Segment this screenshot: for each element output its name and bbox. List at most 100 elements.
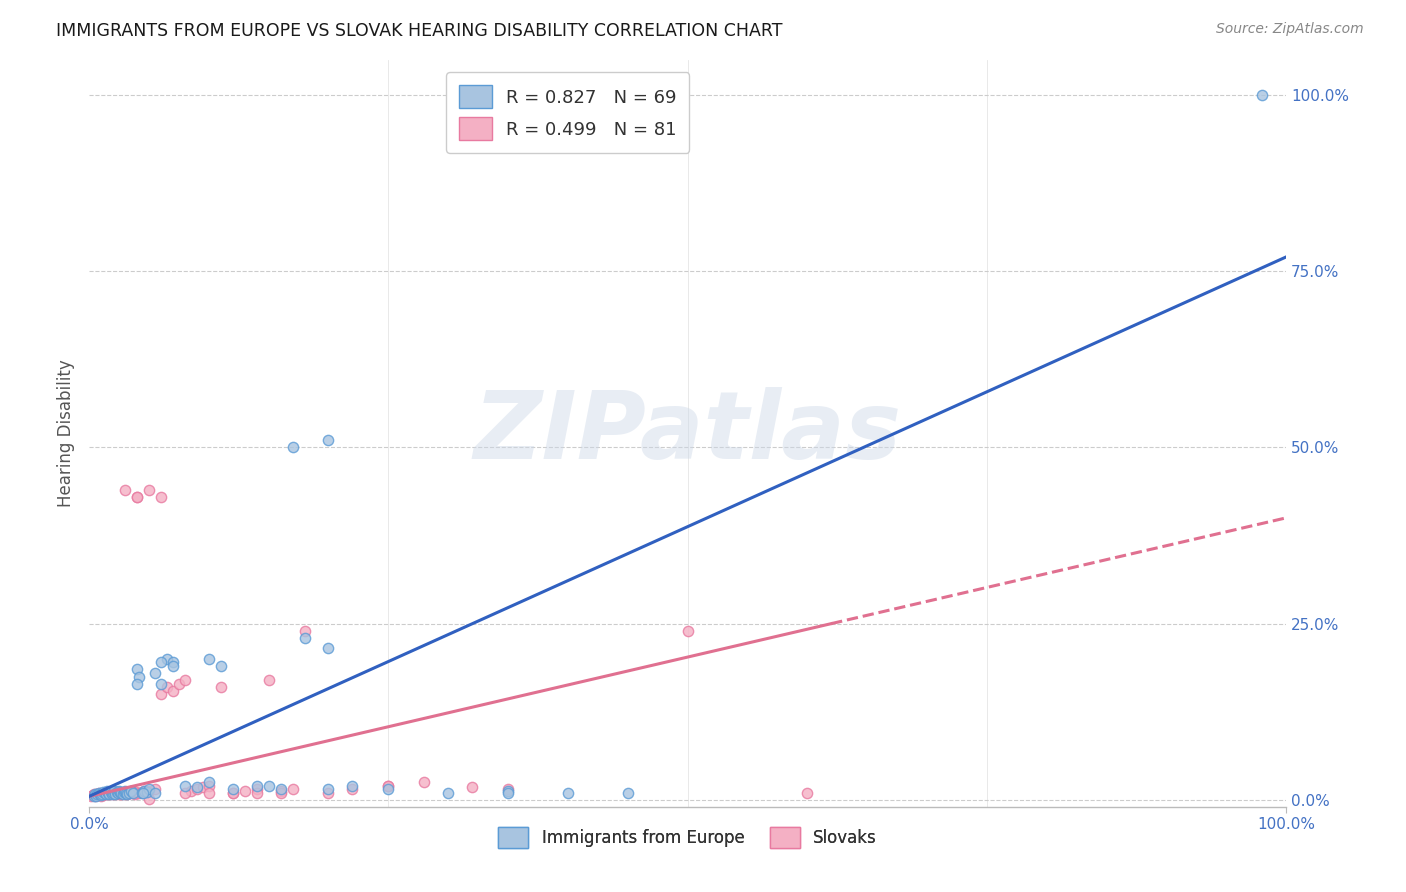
Point [98,787,121,801]
Point [125,785,148,799]
Point [557,786,579,800]
Point [121,785,143,799]
Point [461,780,484,795]
Point [342,782,364,797]
Point [101,787,124,801]
Point [93,786,115,800]
Point [100,786,122,800]
Point [233,784,256,798]
Point [496,784,519,798]
Point [125,490,148,504]
Point [104,786,127,800]
Point [318,786,340,800]
Point [197,652,219,666]
Point [105,785,128,799]
Point [496,786,519,800]
Point [87,786,110,800]
Point [103,784,125,798]
Point [105,787,128,801]
Point [186,780,208,795]
Point [91,787,114,801]
Point [131,786,153,800]
Point [138,483,160,497]
Point [118,786,141,800]
Point [676,624,699,638]
Point [115,786,138,800]
Y-axis label: Hearing Disability: Hearing Disability [58,359,75,508]
Point [98,787,121,801]
Point [114,784,136,798]
Point [120,784,142,798]
Text: IMMIGRANTS FROM EUROPE VS SLOVAK HEARING DISABILITY CORRELATION CHART: IMMIGRANTS FROM EUROPE VS SLOVAK HEARING… [56,22,783,40]
Text: Source: ZipAtlas.com: Source: ZipAtlas.com [1216,22,1364,37]
Point [149,490,172,504]
Point [90,789,112,803]
Point [124,787,146,801]
Point [1251,87,1274,102]
Point [294,631,316,645]
Point [122,786,145,800]
Point [91,787,114,801]
Point [128,786,150,800]
Point [104,787,127,801]
Point [222,786,245,800]
Point [108,785,131,799]
Point [377,779,399,793]
Point [117,786,139,800]
Point [162,656,184,670]
Point [125,663,148,677]
Point [135,785,157,799]
Point [222,786,245,800]
Point [149,676,172,690]
Point [270,784,292,798]
Point [209,659,232,673]
Point [162,683,184,698]
Point [112,785,135,799]
Point [257,673,280,687]
Point [125,676,148,690]
Point [100,785,122,799]
Point [101,786,124,800]
Point [96,785,118,799]
Point [162,659,184,673]
Point [197,786,219,800]
Point [143,786,166,800]
Point [114,785,136,799]
Point [496,782,519,797]
Point [197,775,219,789]
Point [82,788,104,802]
Point [149,656,172,670]
Point [281,441,304,455]
Point [377,779,399,793]
Point [143,666,166,681]
Point [120,784,142,798]
Point [209,680,232,694]
Point [108,784,131,798]
Legend: Immigrants from Europe, Slovaks: Immigrants from Europe, Slovaks [492,820,883,855]
Point [318,782,340,797]
Point [125,490,148,504]
Point [108,786,131,800]
Point [89,787,111,801]
Point [110,787,132,801]
Point [173,673,195,687]
Point [135,785,157,799]
Point [94,787,117,801]
Point [143,782,166,797]
Point [111,787,134,801]
Point [94,787,117,801]
Point [115,786,138,800]
Point [281,782,304,797]
Point [107,785,129,799]
Point [117,787,139,801]
Point [84,789,107,803]
Point [101,787,124,801]
Point [111,786,134,800]
Point [93,788,115,802]
Point [80,789,103,804]
Point [294,624,316,638]
Point [110,786,132,800]
Point [101,785,124,799]
Point [117,787,139,801]
Point [246,786,269,800]
